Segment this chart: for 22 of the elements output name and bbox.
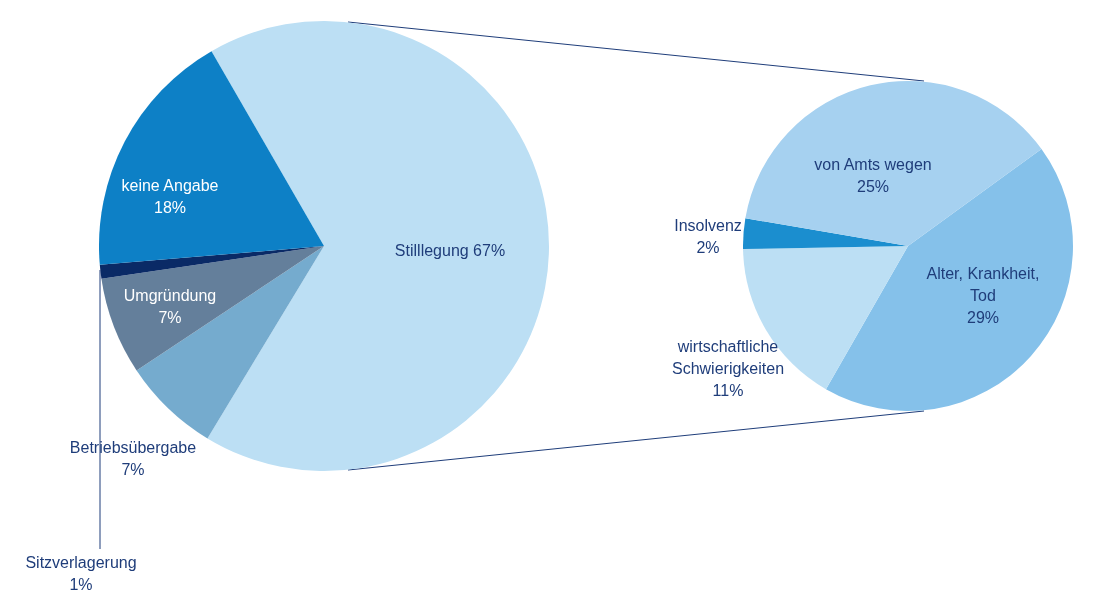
slice-label: Insolvenz (674, 217, 742, 234)
pie-slice (99, 51, 324, 265)
data-label: 18% (153, 199, 187, 216)
slice-label: wirtschaftliche Schwierigkeiten (671, 338, 785, 377)
pie-slice (99, 246, 324, 279)
data-label: 7% (158, 309, 182, 326)
pie-slice (745, 81, 1042, 246)
slice-label: Sitzverlagerung (25, 554, 137, 571)
data-label: 29% (966, 309, 1000, 326)
data-label: 25% (856, 178, 890, 195)
data-label: 1% (69, 576, 93, 593)
data-label: 2% (696, 239, 720, 256)
data-label: 7% (121, 461, 145, 478)
slice-label: Umgründung (123, 287, 217, 304)
pie-slice (101, 246, 324, 371)
slice-label: Stilllegung 67% (394, 242, 506, 259)
slice-label: Betriebsübergabe (69, 439, 197, 456)
slice-label: von Amts wegen (814, 156, 932, 173)
pie-slice (743, 218, 908, 250)
data-label: 11% (712, 382, 744, 399)
slice-label: keine Angabe (121, 177, 219, 194)
slice-label: Alter, Krankheit, Tod (926, 265, 1040, 304)
